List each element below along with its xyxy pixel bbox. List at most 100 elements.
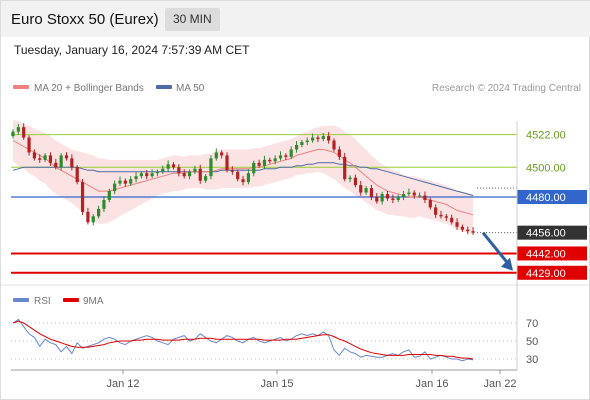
- candle-body: [80, 182, 85, 212]
- x-axis: Jan 12 Jan 15 Jan 16 Jan 22: [106, 370, 517, 390]
- candle-body: [423, 195, 427, 200]
- candle-body: [348, 177, 352, 180]
- level-tag-4456.00: [517, 225, 587, 240]
- candle-body: [391, 198, 395, 200]
- candle-body: [300, 142, 304, 146]
- candle-body: [75, 167, 79, 183]
- candle-body: [97, 208, 101, 217]
- candle-body: [59, 155, 63, 168]
- moving-averages: [12, 140, 474, 216]
- candle-body: [155, 171, 160, 174]
- candle-body: [54, 162, 58, 168]
- candle-body: [262, 159, 267, 166]
- candle-body: [193, 168, 197, 172]
- candle-body: [375, 197, 379, 202]
- candle-body: [412, 192, 416, 196]
- rsi-line: [12, 318, 474, 362]
- candle-body: [64, 155, 69, 159]
- candles: [11, 123, 475, 235]
- candle-body: [225, 155, 229, 171]
- candle-body: [22, 127, 26, 138]
- candle-body: [145, 173, 149, 177]
- candle-body: [466, 229, 470, 232]
- candle-body: [321, 136, 325, 140]
- candle-body: [439, 214, 443, 217]
- candle-body: [139, 173, 143, 177]
- candle-body: [278, 155, 283, 159]
- candle-body: [385, 194, 390, 199]
- candle-body: [214, 152, 218, 159]
- candle-body: [241, 179, 245, 183]
- candle-body: [11, 131, 15, 137]
- candle-body: [359, 185, 363, 193]
- candle-body: [102, 199, 106, 209]
- rsi-ma-legend-label: 9MA: [83, 296, 104, 307]
- candle-body: [150, 173, 154, 177]
- level-label-4442.00: 4442.00: [526, 248, 566, 260]
- candle-body: [113, 183, 117, 192]
- candle-body: [198, 168, 202, 181]
- candle-body: [364, 188, 368, 193]
- x-tick-label-jan-16: Jan 16: [415, 378, 448, 390]
- candle-body: [161, 168, 165, 172]
- x-tick-label-jan-15: Jan 15: [260, 378, 293, 390]
- candle-body: [204, 176, 208, 181]
- candle-body: [236, 171, 240, 180]
- level-label-4456.00: 4456.00: [526, 228, 566, 240]
- candle-body: [450, 217, 454, 223]
- level-label-4500.00: 4500.00: [526, 162, 566, 174]
- candle-body: [230, 170, 234, 172]
- candle-body: [257, 162, 261, 166]
- rsi-tick-70: 70: [526, 318, 538, 330]
- level-label-4480.00: 4480.00: [526, 192, 566, 204]
- candle-body: [252, 162, 256, 174]
- candle-body: [284, 155, 288, 157]
- level-label-4429.00: 4429.00: [526, 268, 566, 280]
- rsi-ma-line: [12, 320, 474, 360]
- rsi-tick-50: 50: [526, 336, 538, 348]
- ma20-legend-swatch: [13, 85, 29, 89]
- candle-body: [220, 152, 224, 156]
- candle-body: [273, 158, 277, 162]
- candle-body: [123, 180, 127, 184]
- candle-body: [337, 149, 341, 157]
- candle-body: [43, 155, 47, 160]
- research-credit: Research © 2024 Trading Central: [432, 83, 581, 94]
- forecast-arrow-shaft: [481, 231, 511, 266]
- candle-body: [444, 216, 448, 218]
- forecast-arrow: [481, 231, 513, 271]
- candle-body: [107, 191, 111, 200]
- candle-body: [460, 226, 464, 230]
- candle-body: [171, 164, 176, 168]
- candle-body: [401, 194, 406, 197]
- candle-body: [428, 199, 432, 208]
- candle-body: [48, 155, 53, 163]
- candle-body: [129, 179, 133, 184]
- candle-body: [118, 180, 122, 184]
- level-tag-4429.00: [517, 265, 587, 280]
- candle-body: [289, 149, 293, 157]
- candle-body: [38, 158, 42, 160]
- candle-body: [32, 152, 36, 159]
- candle-body: [305, 140, 309, 143]
- candle-body: [332, 140, 336, 150]
- ma50-legend-swatch: [156, 85, 172, 89]
- instrument-title: Euro Stoxx 50 (Eurex): [11, 11, 159, 28]
- candle-body: [418, 195, 422, 197]
- candle-body: [187, 171, 192, 177]
- candle-body: [166, 164, 170, 169]
- rsi-legend-label: RSI: [34, 296, 51, 307]
- candle-body: [182, 173, 186, 177]
- candle-body: [316, 137, 320, 140]
- candle-body: [471, 231, 475, 233]
- x-tick-label-jan-22: Jan 22: [483, 378, 516, 390]
- candle-body: [327, 136, 331, 141]
- level-tag-4442.00: [517, 246, 587, 261]
- candle-body: [311, 137, 315, 141]
- timeframe-badge[interactable]: 30 MIN: [165, 8, 220, 31]
- rsi-ma-legend-swatch: [63, 298, 79, 302]
- timestamp: Tuesday, January 16, 2024 7:57:39 AM CET: [14, 43, 250, 57]
- candle-body: [380, 194, 384, 202]
